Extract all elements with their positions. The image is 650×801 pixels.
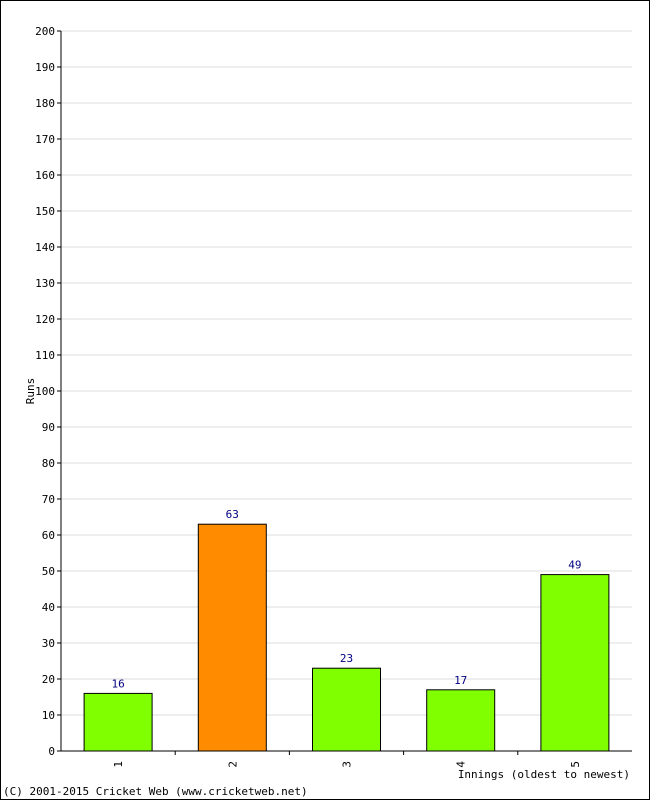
y-tick-label: 100	[35, 385, 55, 398]
x-axis-ticks: 1 2 3 4 5	[112, 751, 582, 768]
y-tick-label: 200	[35, 25, 55, 38]
x-tick-label: 5	[569, 761, 582, 768]
grid-lines	[61, 30, 632, 752]
y-tick-label: 10	[42, 709, 55, 722]
y-tick-label: 20	[42, 673, 55, 686]
y-tick-label: 80	[42, 457, 55, 470]
y-tick-label: 70	[42, 493, 55, 506]
y-tick-label: 60	[42, 529, 55, 542]
y-tick-label: 150	[35, 205, 55, 218]
y-tick-label: 170	[35, 133, 55, 146]
y-tick-label: 0	[48, 745, 55, 758]
y-tick-label: 110	[35, 349, 55, 362]
x-tick-label: 1	[112, 761, 125, 768]
copyright-text: (C) 2001-2015 Cricket Web (www.cricketwe…	[3, 785, 308, 798]
x-axis-label: Innings (oldest to newest)	[458, 768, 630, 781]
y-tick-label: 30	[42, 637, 55, 650]
bar-2	[197, 523, 267, 752]
data-label: 23	[340, 652, 353, 665]
y-tick-label: 190	[35, 61, 55, 74]
bars	[83, 523, 610, 752]
bar-1	[83, 692, 153, 752]
data-label: 17	[454, 674, 467, 687]
data-label: 49	[568, 559, 581, 572]
y-axis-label: Runs	[24, 378, 37, 405]
y-tick-label: 40	[42, 601, 55, 614]
bar-4	[426, 689, 496, 752]
y-axis-ticks: 0 10 20 30 40 50 60 70 80 90 100 110 120 130 140 150 160…	[35, 25, 61, 758]
data-label: 63	[226, 508, 239, 521]
x-tick-label: 3	[341, 761, 354, 768]
axes	[60, 31, 632, 752]
x-tick-label: 4	[455, 761, 468, 768]
bar-3	[312, 667, 381, 752]
y-tick-label: 50	[42, 565, 55, 578]
y-tick-label: 130	[35, 277, 55, 290]
bar-5	[540, 574, 610, 752]
data-labels: 16 63 23 17 49	[111, 508, 581, 690]
y-tick-label: 140	[35, 241, 55, 254]
y-tick-label: 180	[35, 97, 55, 110]
y-tick-label: 160	[35, 169, 55, 182]
data-label: 16	[111, 677, 124, 690]
x-tick-label: 2	[226, 761, 239, 768]
y-tick-label: 90	[42, 421, 55, 434]
y-tick-label: 120	[35, 313, 55, 326]
